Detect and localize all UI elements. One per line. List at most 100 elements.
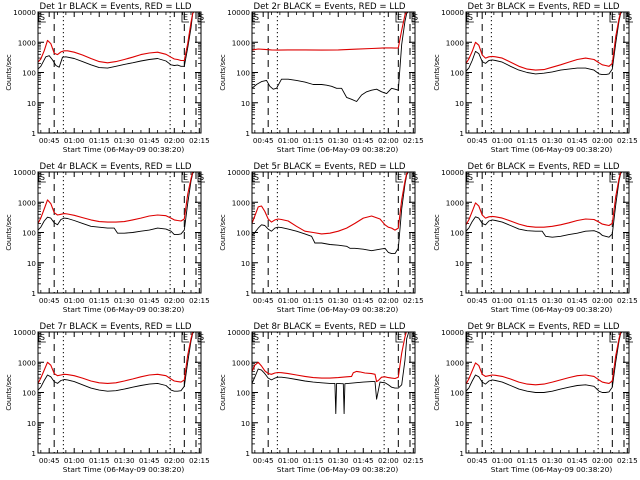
- marker-label-s: S: [413, 173, 418, 182]
- marker-label-s: S: [254, 333, 259, 342]
- x-tick-label: 01:30: [542, 456, 563, 465]
- y-tick-label: 100: [236, 229, 250, 238]
- x-tick-label: 01:15: [517, 136, 538, 145]
- y-tick-label: 1000: [446, 198, 465, 207]
- series-line-lld: [38, 332, 194, 384]
- y-tick-label: 100: [22, 69, 36, 78]
- x-tick-label: 01:15: [89, 456, 110, 465]
- x-tick-label: 01:30: [542, 296, 563, 305]
- y-tick-label: 100: [450, 389, 464, 398]
- marker-bracket: [411, 172, 419, 183]
- marker-label-s: S: [199, 13, 204, 22]
- plot-frame: [37, 331, 202, 454]
- marker-label-s: S: [199, 173, 204, 182]
- plot-frame: [465, 11, 630, 134]
- y-tick-label: 10: [241, 419, 251, 428]
- x-tick-label: 00:45: [253, 296, 274, 305]
- y-tick-label: 10000: [227, 328, 250, 337]
- marker-bracket: [181, 332, 189, 343]
- y-tick-label: 10: [241, 99, 251, 108]
- y-tick-label: 1: [459, 289, 464, 298]
- x-tick-label: 02:15: [403, 136, 424, 145]
- x-axis-label: Start Time (06-May-09 00:38:20): [277, 465, 399, 474]
- series-line-lld: [38, 12, 195, 64]
- chart-title: Det 1r BLACK = Events, RED = LLD: [39, 2, 191, 12]
- y-tick-label: 1: [245, 129, 250, 138]
- plot-frame: [251, 171, 416, 294]
- marker-label-e: E: [611, 173, 616, 182]
- marker-bracket: [411, 12, 419, 23]
- marker-label-e: E: [183, 333, 188, 342]
- x-tick-label: 02:00: [164, 136, 185, 145]
- y-axis-label: Counts/sec: [5, 374, 13, 411]
- marker-bracket: [395, 332, 403, 343]
- y-axis-label: Counts/sec: [5, 54, 13, 91]
- marker-bracket: [395, 172, 403, 183]
- series-line-events: [38, 332, 195, 392]
- y-tick-label: 10000: [13, 8, 36, 17]
- x-tick-label: 01:00: [492, 136, 513, 145]
- marker-bracket: [609, 332, 617, 343]
- x-tick-label: 00:45: [39, 136, 60, 145]
- x-tick-label: 00:45: [39, 296, 60, 305]
- marker-bracket: [625, 12, 633, 23]
- chart-title: Det 8r BLACK = Events, RED = LLD: [253, 322, 405, 332]
- marker-label-s: S: [199, 333, 204, 342]
- chart-title: Det 7r BLACK = Events, RED = LLD: [39, 322, 191, 332]
- x-axis-label: Start Time (06-May-09 00:38:20): [277, 305, 399, 314]
- y-axis-label: Counts/sec: [433, 214, 441, 251]
- y-tick-label: 10: [455, 99, 465, 108]
- y-axis-label: Counts/sec: [219, 214, 227, 251]
- chart-panel-1: Det 1r BLACK = Events, RED = LLD 1 10 100 10…: [5, 2, 210, 154]
- y-tick-label: 1: [459, 449, 464, 458]
- y-tick-label: 1: [245, 449, 250, 458]
- marker-label-s: S: [40, 13, 45, 22]
- x-tick-label: 01:45: [567, 296, 588, 305]
- marker-bracket: [466, 332, 474, 343]
- y-tick-label: 10000: [227, 168, 250, 177]
- x-tick-label: 01:45: [567, 136, 588, 145]
- chart-panel-7: Det 7r BLACK = Events, RED = LLD 1 10 100 10…: [5, 322, 210, 474]
- y-tick-label: 1000: [446, 38, 465, 47]
- series-line-events: [466, 12, 623, 76]
- series-line-events: [466, 172, 623, 238]
- y-tick-label: 1000: [232, 38, 251, 47]
- y-tick-label: 10000: [441, 8, 464, 17]
- chart-title: Det 2r BLACK = Events, RED = LLD: [253, 2, 405, 12]
- series-line-events: [252, 332, 410, 415]
- series-line-events: [466, 332, 623, 393]
- chart-title: Det 6r BLACK = Events, RED = LLD: [467, 162, 619, 172]
- marker-label-s: S: [413, 13, 418, 22]
- marker-bracket: [181, 12, 189, 23]
- x-tick-label: 01:45: [139, 136, 160, 145]
- y-tick-label: 10: [27, 419, 37, 428]
- marker-label-s: S: [468, 173, 473, 182]
- plot-frame: [251, 331, 416, 454]
- marker-bracket: [395, 12, 403, 23]
- y-tick-label: 100: [22, 389, 36, 398]
- x-tick-label: 01:00: [492, 456, 513, 465]
- y-tick-label: 100: [450, 69, 464, 78]
- x-axis-label: Start Time (06-May-09 00:38:20): [277, 145, 399, 154]
- chart-panel-9: Det 9r BLACK = Events, RED = LLD 1 10 100 10…: [433, 322, 638, 474]
- marker-bracket: [252, 172, 260, 183]
- y-tick-label: 10000: [441, 168, 464, 177]
- y-tick-label: 1: [31, 129, 36, 138]
- x-tick-label: 01:30: [542, 136, 563, 145]
- y-tick-label: 1: [31, 449, 36, 458]
- chart-panel-4: Det 4r BLACK = Events, RED = LLD 1 10 100 10…: [5, 162, 210, 314]
- chart-title: Det 9r BLACK = Events, RED = LLD: [467, 322, 619, 332]
- series-line-lld: [466, 332, 622, 386]
- marker-bracket: [625, 172, 633, 183]
- marker-label-s: S: [254, 173, 259, 182]
- x-tick-label: 01:30: [114, 136, 135, 145]
- x-tick-label: 01:45: [139, 296, 160, 305]
- y-tick-label: 1: [31, 289, 36, 298]
- marker-bracket: [625, 332, 633, 343]
- marker-bracket: [252, 332, 260, 343]
- y-tick-label: 1000: [446, 358, 465, 367]
- x-tick-label: 01:15: [517, 296, 538, 305]
- x-tick-label: 02:15: [403, 456, 424, 465]
- y-tick-label: 1000: [232, 198, 251, 207]
